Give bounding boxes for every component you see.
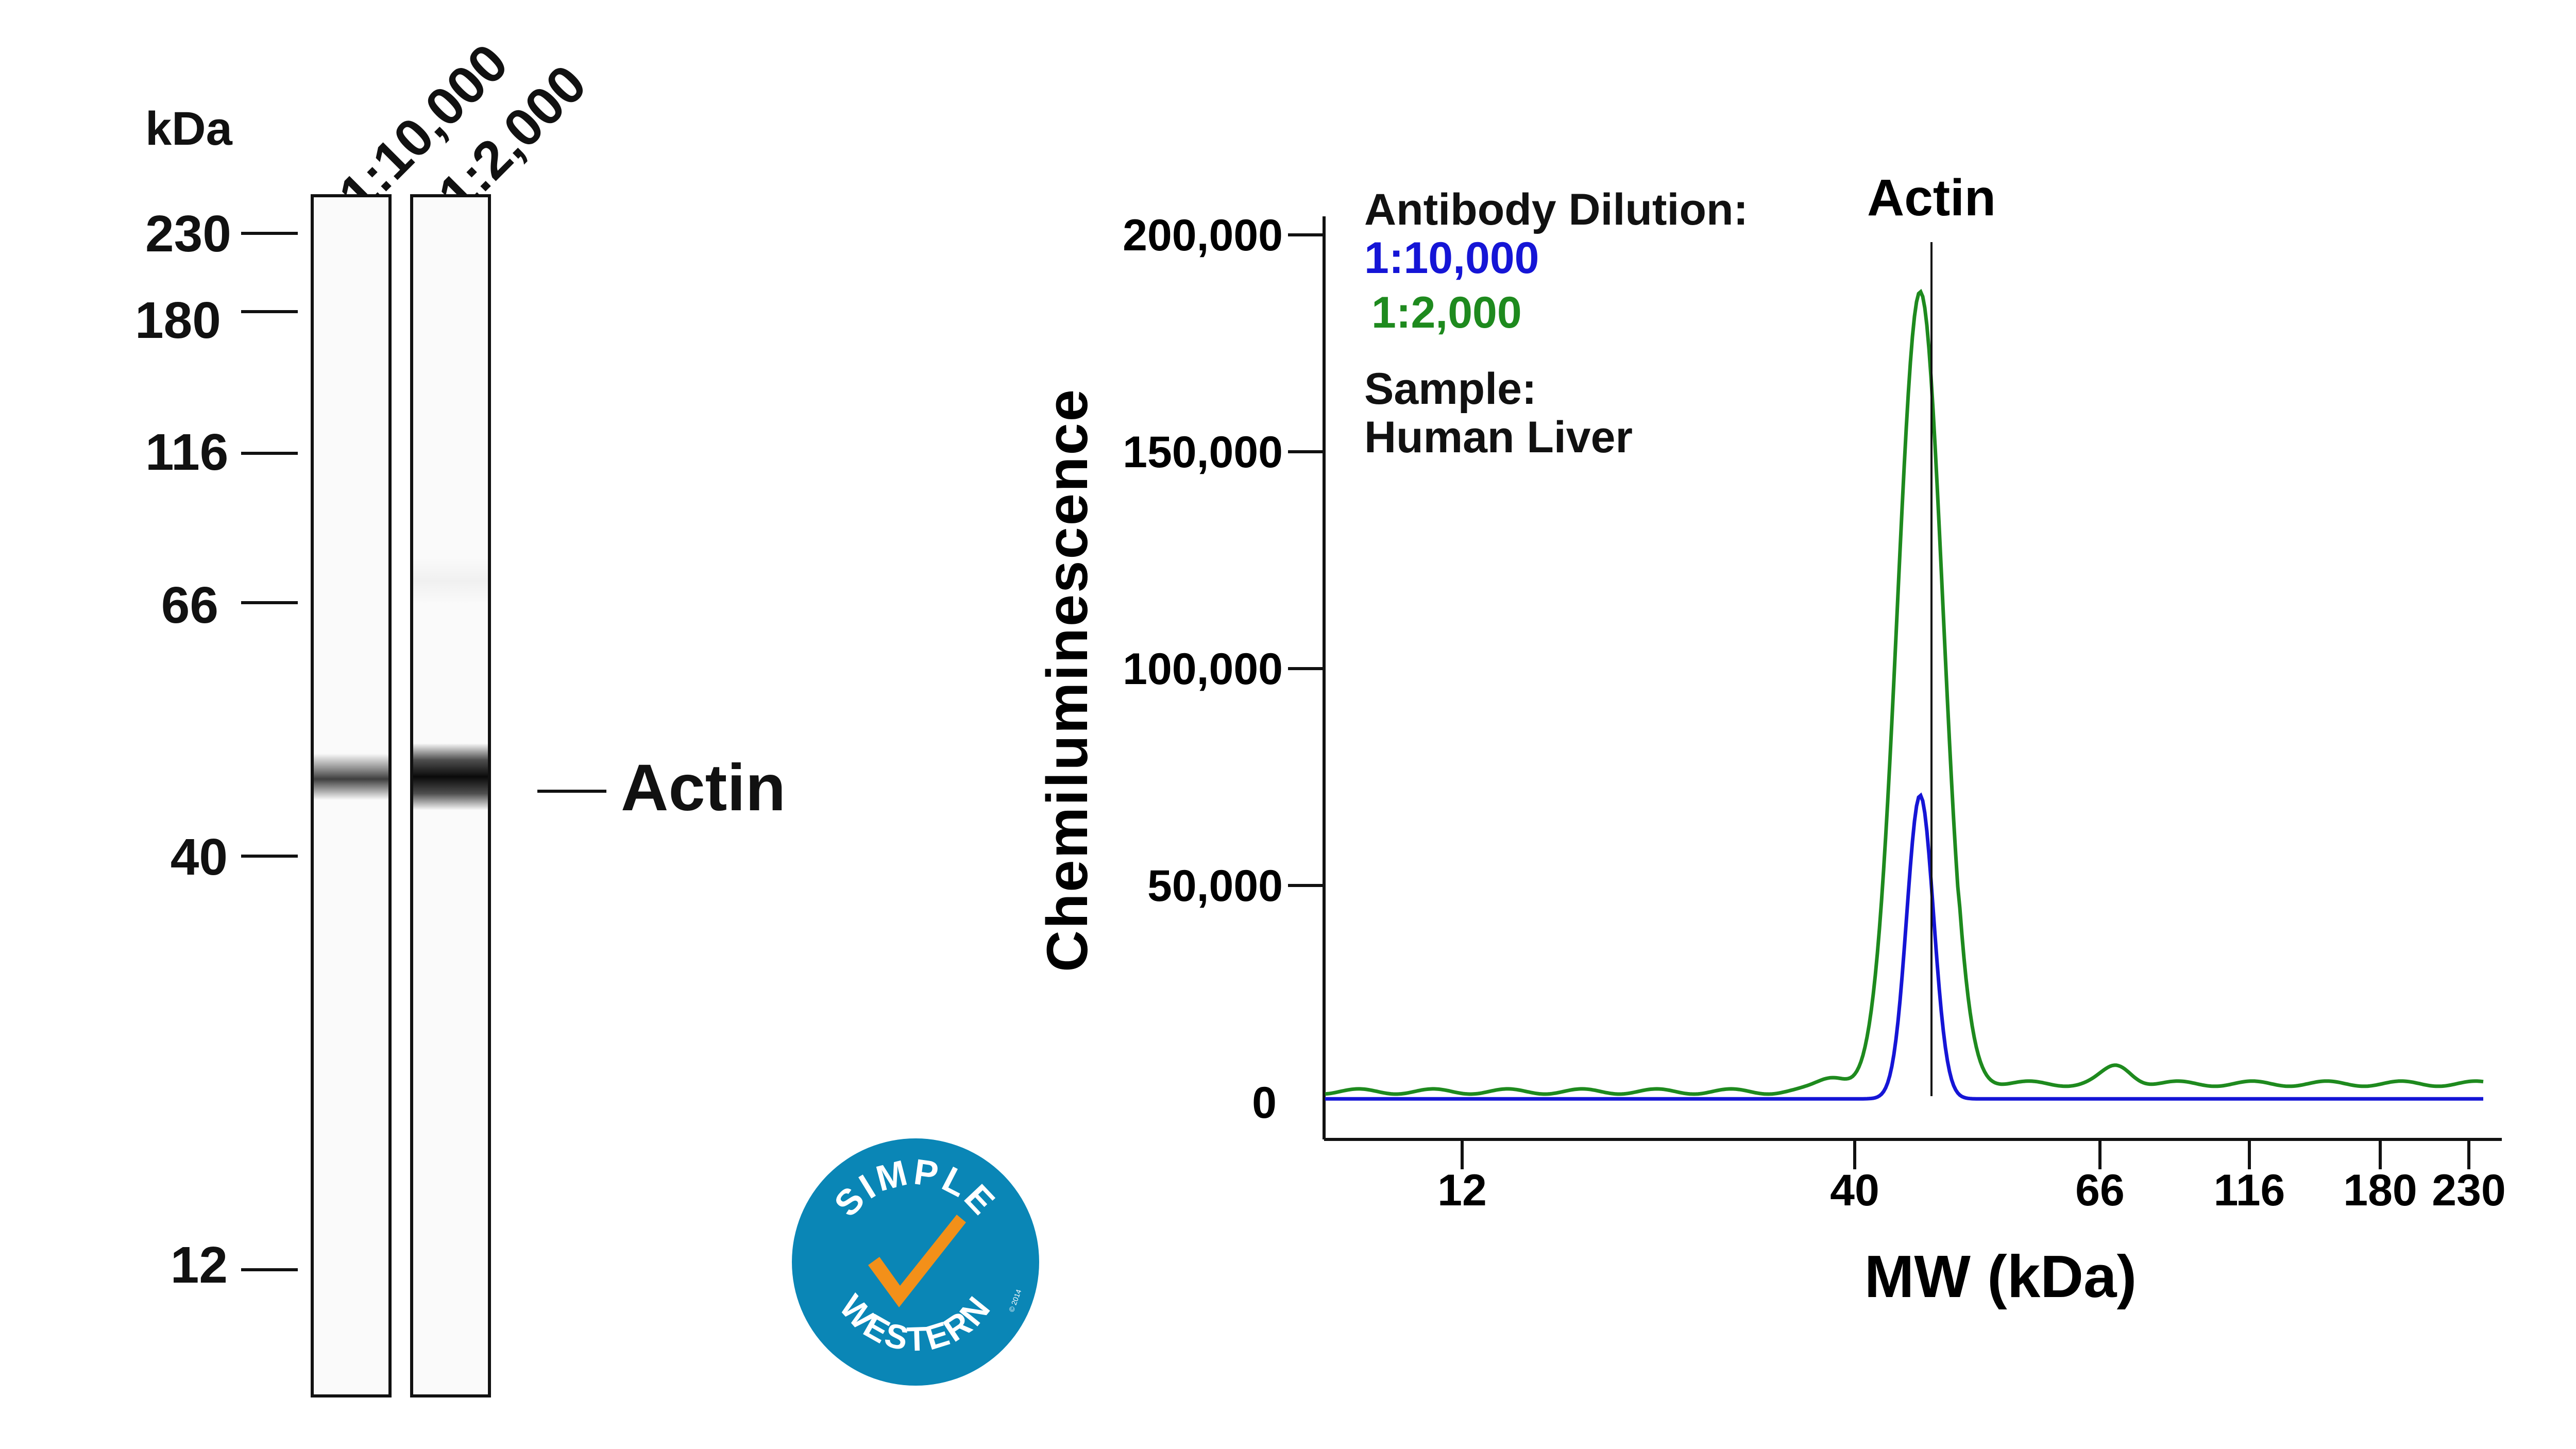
mw-marker-66: 66: [161, 576, 218, 634]
actin-band-label: Actin: [621, 751, 786, 825]
legend-sample-value: Human Liver: [1364, 413, 1633, 462]
chart-axes: [1323, 216, 2502, 1141]
mw-tick-40: [241, 855, 298, 858]
y-ticks: 0 50,000 100,000 150,000 200,000: [1123, 211, 1324, 1128]
x-tick-label: 180: [2343, 1166, 2417, 1215]
check-icon: [868, 1215, 966, 1307]
x-tick-label: 116: [2214, 1166, 2285, 1215]
x-tick-label: 66: [2075, 1166, 2125, 1215]
mw-tick-66: [241, 601, 298, 604]
series-line-1-2000: [1325, 288, 2484, 1096]
actin-band-lane-1: [314, 754, 388, 800]
legend-sample-heading: Sample:: [1364, 364, 1537, 414]
mw-marker-12: 12: [170, 1236, 228, 1294]
faint-band-lane-2: [413, 558, 488, 604]
mw-marker-230: 230: [145, 205, 231, 263]
y-tick-label: 50,000: [1147, 861, 1283, 911]
y-axis-label: Chemiluminescence: [1035, 388, 1099, 972]
y-tick-label: 0: [1252, 1078, 1277, 1128]
x-tick-label: 230: [2432, 1166, 2506, 1215]
logo-circle: [792, 1138, 1039, 1386]
actin-band-lane-2: [413, 743, 488, 810]
blot-lane-1: [311, 194, 392, 1397]
mw-marker-116: 116: [145, 423, 229, 481]
mw-tick-230: [241, 232, 298, 235]
x-tick-label: 40: [1830, 1166, 1879, 1215]
mw-tick-116: [241, 452, 298, 455]
y-tick-label: 150,000: [1123, 428, 1283, 477]
kda-label: kDa: [145, 103, 232, 155]
simple-western-logo: SIMPLE WESTERN © 2014: [792, 1138, 1039, 1386]
x-tick-label: 12: [1437, 1166, 1487, 1215]
legend-entry-1: 1:10,000: [1364, 233, 1539, 283]
actin-peak-label: Actin: [1867, 169, 1996, 227]
y-tick-label: 200,000: [1123, 211, 1283, 260]
x-ticks: 12 40 66 116 180 230: [1437, 1139, 2506, 1215]
chart-series: [1325, 288, 2484, 1101]
mw-marker-40: 40: [170, 828, 228, 886]
blot-lane-2: [410, 194, 491, 1397]
y-tick-label: 100,000: [1123, 644, 1283, 694]
actin-pointer-line: [537, 790, 606, 793]
mw-tick-12: [241, 1268, 298, 1271]
legend-entry-2: 1:2,000: [1371, 288, 1522, 337]
x-axis-label: MW (kDa): [1865, 1243, 2137, 1310]
series-line-1-10000: [1325, 792, 2483, 1101]
legend-heading: Antibody Dilution:: [1364, 185, 1748, 234]
mw-tick-180: [241, 310, 298, 313]
mw-marker-180: 180: [135, 292, 221, 349]
chart-legend: Antibody Dilution: 1:10,000 1:2,000 Samp…: [1364, 185, 1748, 462]
